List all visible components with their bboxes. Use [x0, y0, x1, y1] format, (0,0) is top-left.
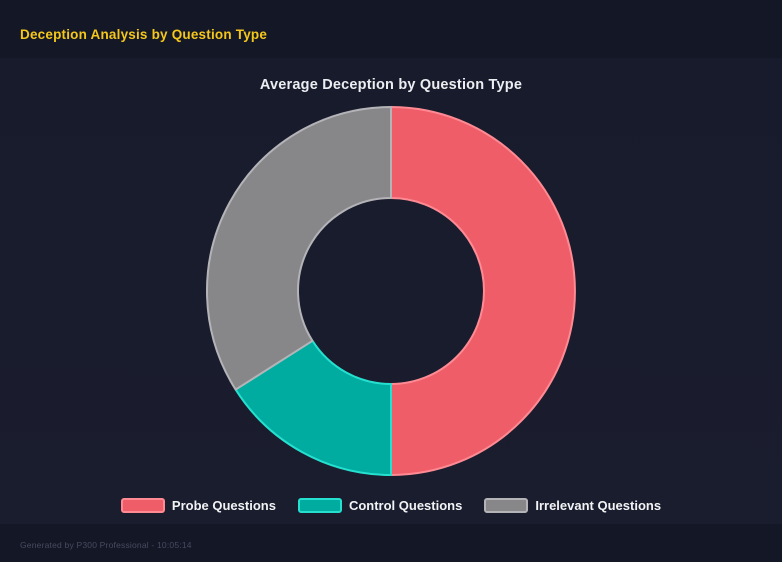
- donut-chart-area: [205, 105, 577, 477]
- legend-item-control-questions[interactable]: Control Questions: [297, 498, 463, 513]
- legend-swatch-probe-questions: [120, 498, 165, 513]
- chart-title: Average Deception by Question Type: [259, 77, 523, 93]
- footer-note: Generated by P300 Professional - 10:05:1…: [20, 540, 192, 550]
- donut-chart[interactable]: [205, 105, 577, 477]
- legend-item-probe-questions[interactable]: Probe Questions: [120, 498, 276, 513]
- donut-segment-irrelevant-questions[interactable]: [206, 106, 392, 391]
- donut-segment-probe-questions[interactable]: [390, 106, 576, 476]
- legend-label-irrelevant-questions: Irrelevant Questions: [535, 498, 662, 513]
- chart-legend: Probe Questions Control Questions Irreleva…: [120, 498, 661, 513]
- donut-segment-control-questions[interactable]: [234, 339, 392, 476]
- legend-label-control-questions: Control Questions: [348, 498, 463, 513]
- legend-item-irrelevant-questions[interactable]: Irrelevant Questions: [484, 498, 661, 513]
- legend-swatch-control-questions: [297, 498, 342, 513]
- legend-label-probe-questions: Probe Questions: [171, 498, 276, 513]
- page-title: Deception Analysis by Question Type: [20, 27, 268, 42]
- chart-canvas: Average Deception by Question Type Probe…: [0, 58, 782, 524]
- legend-swatch-irrelevant-questions: [484, 498, 529, 513]
